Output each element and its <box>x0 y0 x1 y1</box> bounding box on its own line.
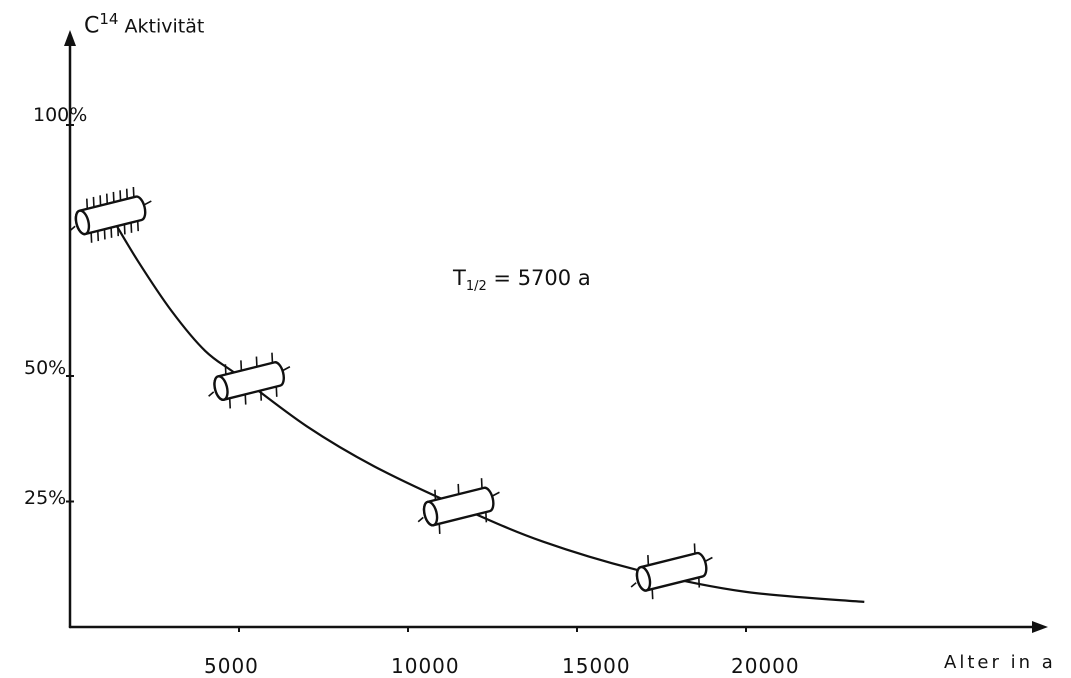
ray <box>651 588 654 600</box>
sample-end <box>635 565 652 592</box>
sample-4 <box>630 543 713 600</box>
ray <box>434 489 437 500</box>
ray <box>275 386 278 397</box>
ray <box>647 554 650 566</box>
y-tick-label-50: 50% <box>24 357 67 379</box>
sample-3 <box>417 478 500 534</box>
ray <box>224 364 227 375</box>
x-tick-label-10000: 10000 <box>391 654 460 678</box>
ray <box>698 577 701 588</box>
ray <box>112 191 115 203</box>
sample-end <box>213 375 229 401</box>
ray <box>208 391 215 397</box>
y-axis-arrow <box>64 30 76 46</box>
y-tick-label-25: 25% <box>24 487 67 509</box>
ray <box>438 523 441 534</box>
ray <box>136 220 139 232</box>
y-tick-label-100: 100% <box>33 104 88 126</box>
samples <box>69 186 713 600</box>
ray <box>143 200 152 206</box>
half-life-annotation: T1/2 = 5700 a <box>453 266 591 294</box>
x-tick-label-15000: 15000 <box>562 654 631 678</box>
x-tick-label-20000: 20000 <box>731 654 800 678</box>
ray <box>630 582 637 588</box>
ray <box>105 193 109 204</box>
ray <box>92 196 95 208</box>
ray <box>282 366 291 372</box>
ray <box>86 198 89 209</box>
ray <box>99 195 102 206</box>
ray <box>90 232 93 243</box>
ray <box>255 356 258 367</box>
sample-end <box>422 500 439 527</box>
sample-1 <box>69 186 152 243</box>
ray <box>130 222 133 233</box>
ray <box>97 230 100 242</box>
ray <box>457 483 460 495</box>
ray <box>693 543 696 554</box>
ray <box>228 398 232 409</box>
half-life-rest: = 5700 a <box>486 266 591 290</box>
ray <box>69 225 76 232</box>
x-axis-label: Alter in a <box>944 652 1056 673</box>
ray <box>125 188 129 199</box>
ray <box>116 225 120 237</box>
ray <box>119 190 122 201</box>
ray <box>110 227 113 238</box>
ray <box>259 390 263 401</box>
y-axis-label-sup: 14 <box>99 10 119 28</box>
y-axis-label: C14 Aktivität <box>84 10 204 38</box>
half-life-sub: 1/2 <box>465 279 487 295</box>
y-axis-label-rest: Aktivität <box>118 15 205 38</box>
ray <box>485 512 488 523</box>
x-axis-arrow <box>1032 621 1048 633</box>
ray <box>244 394 247 405</box>
ray <box>240 360 243 371</box>
ray <box>271 352 274 363</box>
ray <box>704 556 713 563</box>
axes <box>64 30 1048 633</box>
ray <box>480 478 483 489</box>
ray <box>132 186 135 198</box>
x-tick-label-5000: 5000 <box>204 654 259 678</box>
ray <box>103 229 106 240</box>
ray <box>491 491 500 497</box>
half-life-base: T <box>453 266 466 290</box>
sample-end <box>74 209 91 236</box>
ray <box>417 516 424 523</box>
ray <box>123 224 126 235</box>
sample-2 <box>208 352 291 409</box>
y-axis-label-base: C <box>84 13 100 39</box>
